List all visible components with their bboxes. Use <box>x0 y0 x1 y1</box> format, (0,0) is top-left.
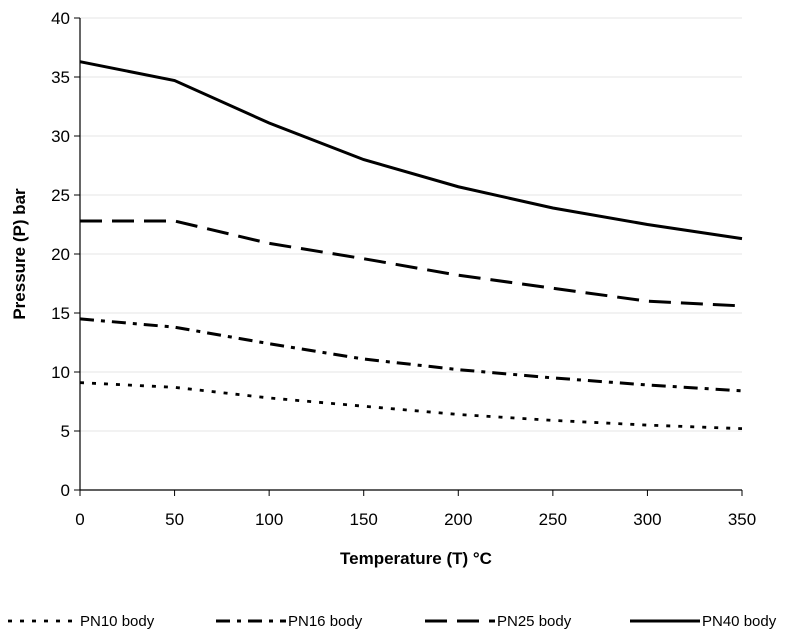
x-tick-labels: 0 50 100 150 200 250 300 350 <box>75 490 756 529</box>
x-tick-label: 0 <box>75 510 84 529</box>
grid-lines <box>80 17 742 432</box>
x-tick-label: 150 <box>350 510 378 529</box>
series-lines <box>79 60 743 431</box>
x-tick-label: 300 <box>633 510 661 529</box>
legend-label: PN25 body <box>497 613 572 630</box>
y-tick-label: 0 <box>61 481 70 500</box>
series-line-pn25-body <box>80 219 743 308</box>
y-tick-labels: 0 5 10 15 20 25 30 35 40 <box>51 9 80 500</box>
legend-label: PN16 body <box>288 613 363 630</box>
y-tick-label: 25 <box>51 186 70 205</box>
y-tick-label: 10 <box>51 363 70 382</box>
y-tick-label: 15 <box>51 304 70 323</box>
series-line-pn10-body <box>79 381 743 431</box>
x-tick-label: 50 <box>165 510 184 529</box>
x-tick-label: 350 <box>728 510 756 529</box>
series-line-pn40-body <box>79 60 743 241</box>
legend-label: PN40 body <box>702 613 777 630</box>
x-tick-label: 250 <box>539 510 567 529</box>
x-tick-label: 100 <box>255 510 283 529</box>
legend: PN10 body PN16 body PN25 body PN40 body <box>8 613 777 630</box>
legend-label: PN10 body <box>80 613 155 630</box>
y-tick-label: 5 <box>61 422 70 441</box>
y-tick-label: 30 <box>51 127 70 146</box>
y-tick-label: 20 <box>51 245 70 264</box>
y-tick-label: 35 <box>51 68 70 87</box>
y-axis-title: Pressure (P) bar <box>10 188 29 320</box>
x-axis-title: Temperature (T) °C <box>340 549 492 568</box>
y-tick-label: 40 <box>51 9 70 28</box>
x-tick-label: 200 <box>444 510 472 529</box>
series-line-pn16-body <box>79 317 743 393</box>
